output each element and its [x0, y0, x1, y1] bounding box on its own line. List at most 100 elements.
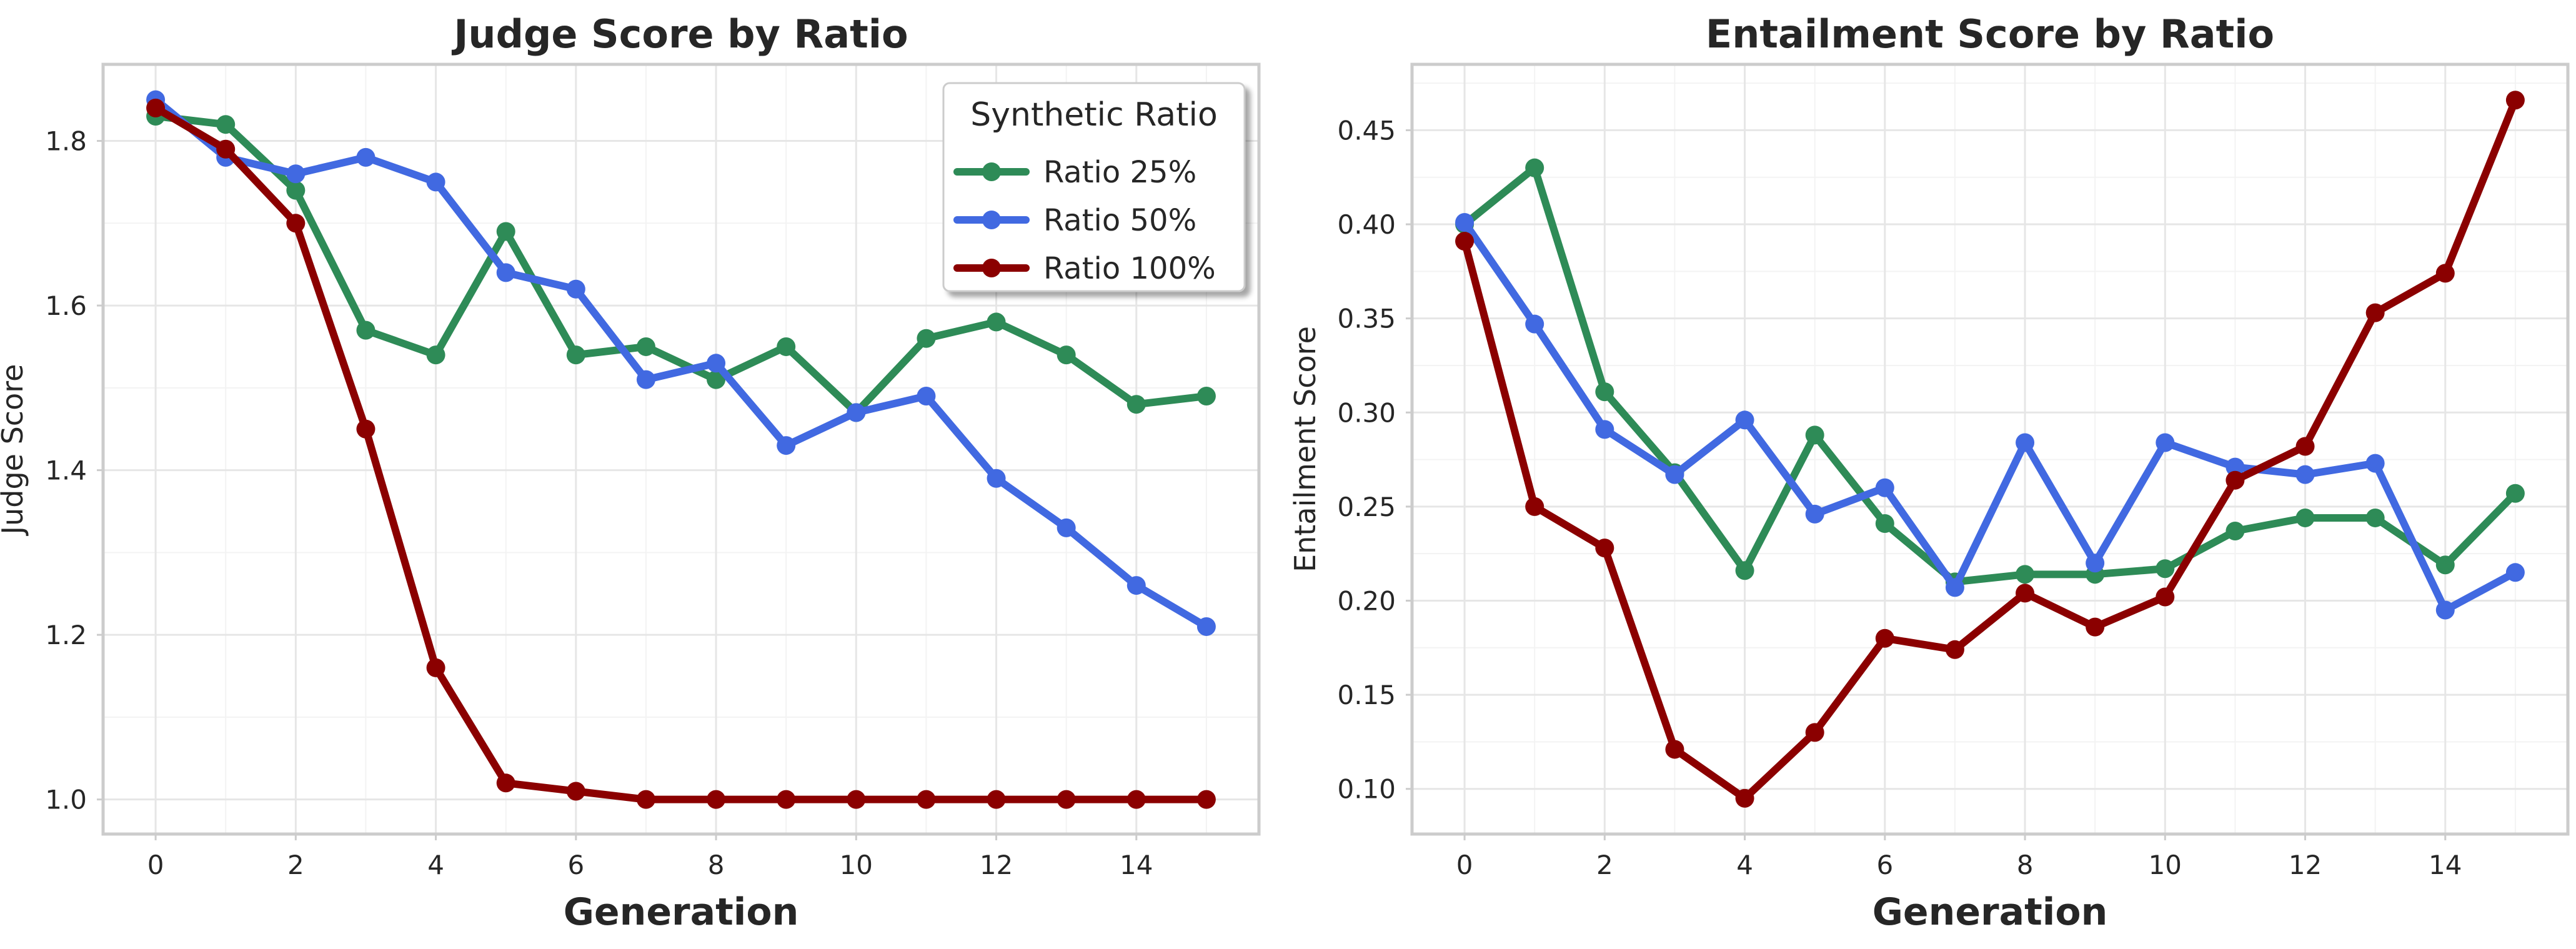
data-point: Ratio 50% gen 7: 0.207: [1945, 578, 1964, 597]
y-tick-label: 0.35: [1337, 304, 1396, 334]
y-tick-label: 0.40: [1337, 209, 1396, 240]
data-point: Ratio 50% gen 10: 1.47: [847, 403, 866, 422]
data-point: Ratio 25% gen 15: 1.49: [1196, 387, 1216, 406]
data-point: Ratio 25% gen 2: 1.74: [286, 181, 306, 200]
grid: [103, 64, 1259, 834]
data-point: Ratio 100% gen 13: 0.353: [2365, 303, 2385, 322]
data-point: Ratio 100% gen 11: 1: [917, 790, 936, 809]
data-point: Ratio 100% gen 15: 1: [1196, 790, 1216, 809]
data-point: Ratio 100% gen 14: 1: [1126, 790, 1146, 809]
data-point: Ratio 50% gen 3: 1.78: [356, 147, 375, 167]
x-tick-label: 12: [980, 850, 1013, 880]
data-point: Ratio 100% gen 0: 1.84: [146, 98, 166, 117]
data-point: Ratio 25% gen 8: 0.214: [2016, 565, 2035, 584]
data-point: Ratio 50% gen 15: 1.21: [1196, 617, 1216, 636]
data-point: Ratio 100% gen 5: 0.13: [1805, 723, 1824, 742]
data-point: Ratio 25% gen 12: 1.58: [987, 312, 1006, 332]
data-point: Ratio 100% gen 12: 1: [987, 790, 1006, 809]
data-point: Ratio 50% gen 0: 0.401: [1455, 213, 1474, 232]
data-point: Ratio 25% gen 11: 0.237: [2225, 522, 2245, 541]
legend-title: Synthetic Ratio: [970, 96, 1218, 134]
data-point: Ratio 25% gen 6: 0.241: [1875, 514, 1894, 533]
series-ratio-25-: Ratio 25% gen 0: 0.4Ratio 25% gen 1: 0.4…: [1455, 158, 2525, 592]
legend-swatch-marker: [982, 162, 1001, 181]
entailment-y-axis-label: Entailment Score: [1288, 326, 1322, 572]
data-point: Ratio 50% gen 2: 0.291: [1595, 420, 1614, 439]
data-point: Ratio 50% gen 9: 0.22: [2086, 554, 2105, 573]
data-point: Ratio 50% gen 4: 1.75: [426, 172, 445, 192]
data-point: Ratio 50% gen 8: 0.284: [2016, 433, 2035, 452]
data-point: Ratio 100% gen 13: 1: [1057, 790, 1076, 809]
data-point: Ratio 50% gen 1: 0.347: [1525, 314, 1544, 334]
data-point: Ratio 100% gen 10: 1: [847, 790, 866, 809]
x-tick-label: 4: [427, 850, 444, 880]
data-point: Ratio 50% gen 6: 1.62: [566, 279, 585, 299]
legend-label: Ratio 25%: [1043, 155, 1196, 190]
data-point: Ratio 50% gen 11: 0.271: [2225, 457, 2245, 477]
grid: [1412, 64, 2568, 834]
y-tick-label: 0.30: [1337, 397, 1396, 428]
x-tick-label: 4: [1736, 850, 1753, 880]
data-point: Ratio 100% gen 15: 0.466: [2505, 91, 2525, 110]
series-line: [1461, 96, 2519, 802]
y-tick-label: 1.8: [45, 126, 87, 157]
plot-frame: [1410, 62, 2570, 836]
data-point: Ratio 25% gen 3: 1.57: [356, 320, 375, 340]
data-point: Ratio 100% gen 9: 0.186: [2086, 617, 2105, 637]
data-point: Ratio 50% gen 12: 0.267: [2295, 465, 2315, 484]
data-point: Ratio 50% gen 11: 1.49: [917, 387, 936, 406]
data-point: Ratio 25% gen 1: 0.43: [1525, 158, 1544, 177]
data-point: Ratio 50% gen 12: 1.39: [987, 469, 1006, 488]
y-tick-label: 1.4: [45, 455, 87, 486]
data-point: Ratio 100% gen 6: 1.01: [566, 782, 585, 801]
x-tick-label: 6: [567, 850, 584, 880]
series-line: [1461, 164, 2519, 586]
data-point: Ratio 100% gen 10: 0.202: [2156, 587, 2175, 607]
data-point: Ratio 25% gen 14: 0.219: [2435, 555, 2455, 575]
series-ratio-50-: Ratio 50% gen 0: 1.85Ratio 50% gen 1: 1.…: [146, 90, 1216, 636]
data-point: Ratio 100% gen 8: 1: [707, 790, 726, 809]
y-tick-label: 1.0: [45, 785, 87, 815]
data-point: Ratio 100% gen 2: 0.228: [1595, 539, 1614, 558]
series-line: [1461, 219, 2519, 614]
data-point: Ratio 100% gen 11: 0.264: [2225, 470, 2245, 490]
series-line: [152, 104, 1210, 803]
data-point: Ratio 50% gen 13: 0.273: [2365, 454, 2385, 473]
x-tick-label: 2: [287, 850, 304, 880]
judge-x-axis-label: Generation: [564, 890, 799, 934]
legend-label: Ratio 50%: [1043, 203, 1196, 238]
data-point: Ratio 100% gen 4: 0.095: [1735, 788, 1754, 808]
legend-swatch-marker: [982, 259, 1001, 277]
x-tick-label: 10: [840, 850, 873, 880]
data-point: Ratio 50% gen 4: 0.296: [1735, 410, 1754, 430]
data-point: Ratio 25% gen 2: 0.311: [1595, 382, 1614, 402]
data-point: Ratio 25% gen 9: 1.55: [777, 337, 796, 356]
data-point: Ratio 25% gen 13: 1.54: [1057, 345, 1076, 365]
data-point: Ratio 100% gen 14: 0.374: [2435, 264, 2455, 283]
data-point: Ratio 25% gen 13: 0.244: [2365, 508, 2385, 527]
x-tick-label: 0: [1456, 850, 1473, 880]
data-point: Ratio 25% gen 7: 1.55: [636, 337, 655, 356]
data-point: Ratio 50% gen 6: 0.26: [1875, 478, 1894, 497]
x-tick-label: 0: [147, 850, 164, 880]
y-tick-label: 0.45: [1337, 115, 1396, 146]
legend-item: Ratio 100%: [953, 251, 1216, 286]
data-point: Ratio 50% gen 10: 0.284: [2156, 433, 2175, 452]
data-point: Ratio 100% gen 2: 1.7: [286, 214, 306, 233]
data-point: Ratio 100% gen 3: 0.121: [1665, 740, 1684, 759]
data-point: Ratio 100% gen 12: 0.282: [2295, 437, 2315, 456]
x-tick-label: 8: [708, 850, 725, 880]
data-point: Ratio 50% gen 2: 1.76: [286, 164, 306, 184]
series-ratio-100-: Ratio 100% gen 0: 0.391 Ratio 100% gen 1:…: [1455, 91, 2525, 808]
plot-area: [1412, 64, 2568, 834]
data-point: Ratio 25% gen 11: 1.56: [917, 329, 936, 348]
entailment-x-axis-label: Generation: [1872, 890, 2108, 934]
data-point: Ratio 25% gen 12: 0.244: [2295, 508, 2315, 527]
data-point: Ratio 25% gen 6: 1.54: [566, 345, 585, 365]
data-point: Ratio 25% gen 4: 0.216: [1735, 561, 1754, 580]
data-point: Ratio 100% gen 8: 0.204: [2016, 584, 2035, 603]
data-point: Ratio 100% gen 6: 0.18: [1875, 629, 1894, 648]
legend-item: Ratio 25%: [953, 155, 1196, 190]
data-point: Ratio 100% gen 3: 1.45: [356, 419, 375, 439]
